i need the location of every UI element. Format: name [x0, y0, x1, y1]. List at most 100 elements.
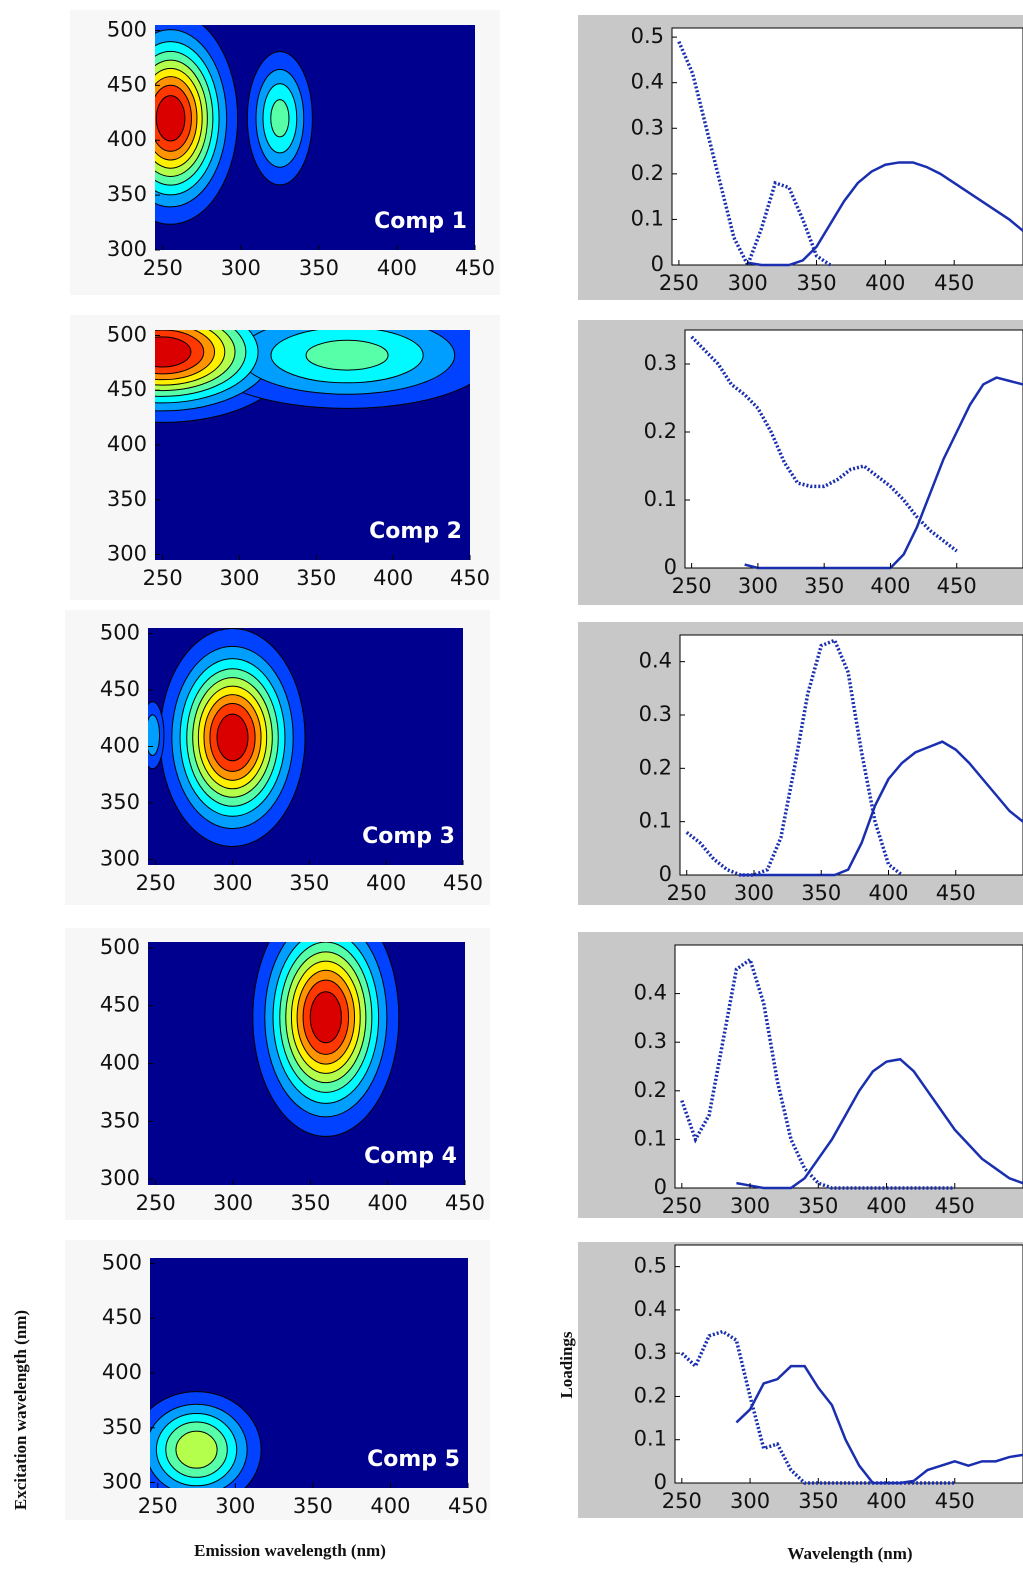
y-tick-label: 500: [107, 17, 147, 41]
x-tick-label: 350: [299, 256, 339, 280]
panel: 250 300 350 400 450 0 0.1 0.2 0.3 0.4 0.5: [578, 15, 1023, 300]
contours: [150, 1391, 262, 1488]
x-tick-label: 450: [937, 574, 977, 598]
x-tick-label: 250: [672, 574, 712, 598]
loading-line: [690, 335, 958, 553]
excitation-label: Excitation wavelength (nm): [11, 1310, 30, 1510]
y-tick-label: 350: [107, 182, 147, 206]
x-tick-label: 350: [804, 574, 844, 598]
x-tick-label: 400: [377, 256, 417, 280]
y-tick-label: 500: [107, 322, 147, 346]
contours: [155, 330, 470, 423]
contour-level: [175, 1430, 218, 1469]
x-tick-label: 350: [796, 271, 836, 295]
contour-level: [270, 99, 290, 138]
x-tick-label: 300: [728, 271, 768, 295]
y-tick-label: 450: [102, 1305, 142, 1329]
y-tick-label: 0.4: [631, 70, 664, 94]
y-tick-label: 0.2: [634, 1383, 667, 1407]
loading-line: [747, 161, 1023, 267]
x-tick-label: 250: [667, 881, 707, 905]
x-tick-label: 300: [738, 574, 778, 598]
y-tick-label: 0: [654, 1470, 667, 1494]
x-tick-label: 350: [293, 1494, 333, 1518]
y-tick-label: 0.2: [639, 755, 672, 779]
y-tick-label: 400: [100, 734, 140, 758]
plot-bg: [674, 944, 1023, 1189]
y-tick-label: 300: [107, 237, 147, 261]
emission-label: Emission wavelength (nm): [194, 1541, 386, 1560]
panel: 250 300 350 400 450 0 0.1 0.2 0.3 0.4: [578, 622, 1023, 905]
component-label: Comp 5: [367, 1447, 460, 1472]
contours: [252, 942, 400, 1137]
loading-line: [735, 1364, 1023, 1485]
y-tick-label: 0.4: [634, 1297, 667, 1321]
x-tick-label: 300: [734, 881, 774, 905]
x-tick-label: 450: [455, 256, 495, 280]
contour-level: [305, 339, 389, 371]
loading-line: [685, 638, 904, 877]
y-tick-label: 0.3: [639, 702, 672, 726]
x-tick-label: 250: [136, 871, 176, 895]
y-tick-label: 350: [100, 1108, 140, 1132]
x-tick-label: 450: [448, 1494, 488, 1518]
x-tick-label: 450: [935, 1194, 975, 1218]
x-tick-label: 300: [215, 1494, 255, 1518]
x-tick-label: 300: [730, 1194, 770, 1218]
x-tick-label: 250: [143, 566, 183, 590]
y-tick-label: 300: [107, 542, 147, 566]
x-tick-label: 400: [366, 871, 406, 895]
x-tick-label: 450: [934, 271, 974, 295]
y-tick-label: 0: [659, 862, 672, 886]
x-tick-label: 250: [143, 256, 183, 280]
x-tick-label: 350: [798, 1489, 838, 1513]
x-tick-label: 300: [219, 566, 259, 590]
loading-line: [744, 376, 1023, 570]
contour-level: [155, 95, 186, 142]
plot-bg: [674, 1244, 1023, 1484]
y-tick-label: 0.1: [644, 487, 677, 511]
x-tick-label: 300: [730, 1489, 770, 1513]
panel: 250 300 350 400 450 0 0.1 0.2 0.3 0.4: [578, 932, 1023, 1218]
y-tick-label: 350: [107, 487, 147, 511]
x-tick-label: 450: [936, 881, 976, 905]
y-tick-label: 450: [107, 72, 147, 96]
loading-line: [677, 40, 832, 270]
y-tick-label: 400: [100, 1051, 140, 1075]
y-tick-label: 0.3: [644, 351, 677, 375]
loadings-label: Loadings: [557, 1331, 576, 1398]
x-tick-label: 250: [662, 1489, 702, 1513]
y-tick-label: 0: [654, 1175, 667, 1199]
x-tick-label: 400: [370, 1494, 410, 1518]
y-tick-label: 300: [100, 1166, 140, 1190]
x-tick-label: 350: [296, 566, 336, 590]
y-tick-label: 0.4: [634, 981, 667, 1005]
y-tick-label: 0.1: [634, 1427, 667, 1451]
y-tick-label: 0.2: [634, 1078, 667, 1102]
contours: [148, 628, 306, 847]
y-tick-label: 0: [651, 252, 664, 276]
y-tick-label: 0: [664, 555, 677, 579]
contour-level: [309, 991, 342, 1044]
y-tick-label: 500: [100, 621, 140, 645]
x-tick-label: 400: [868, 881, 908, 905]
y-tick-label: 0.5: [631, 24, 664, 48]
wavelength-label: Wavelength (nm): [787, 1544, 912, 1563]
y-tick-label: 500: [100, 935, 140, 959]
loading-line: [740, 740, 1023, 877]
panel: 250 300 350 400 450 0 0.1 0.2 0.3: [578, 320, 1023, 605]
x-tick-label: 450: [935, 1489, 975, 1513]
y-tick-label: 450: [100, 677, 140, 701]
component-label: Comp 3: [362, 824, 455, 849]
component-label: Comp 1: [374, 209, 467, 234]
plot-bg: [679, 634, 1023, 876]
x-tick-label: 250: [136, 1191, 176, 1215]
y-tick-label: 0.3: [634, 1029, 667, 1053]
x-tick-label: 400: [373, 566, 413, 590]
